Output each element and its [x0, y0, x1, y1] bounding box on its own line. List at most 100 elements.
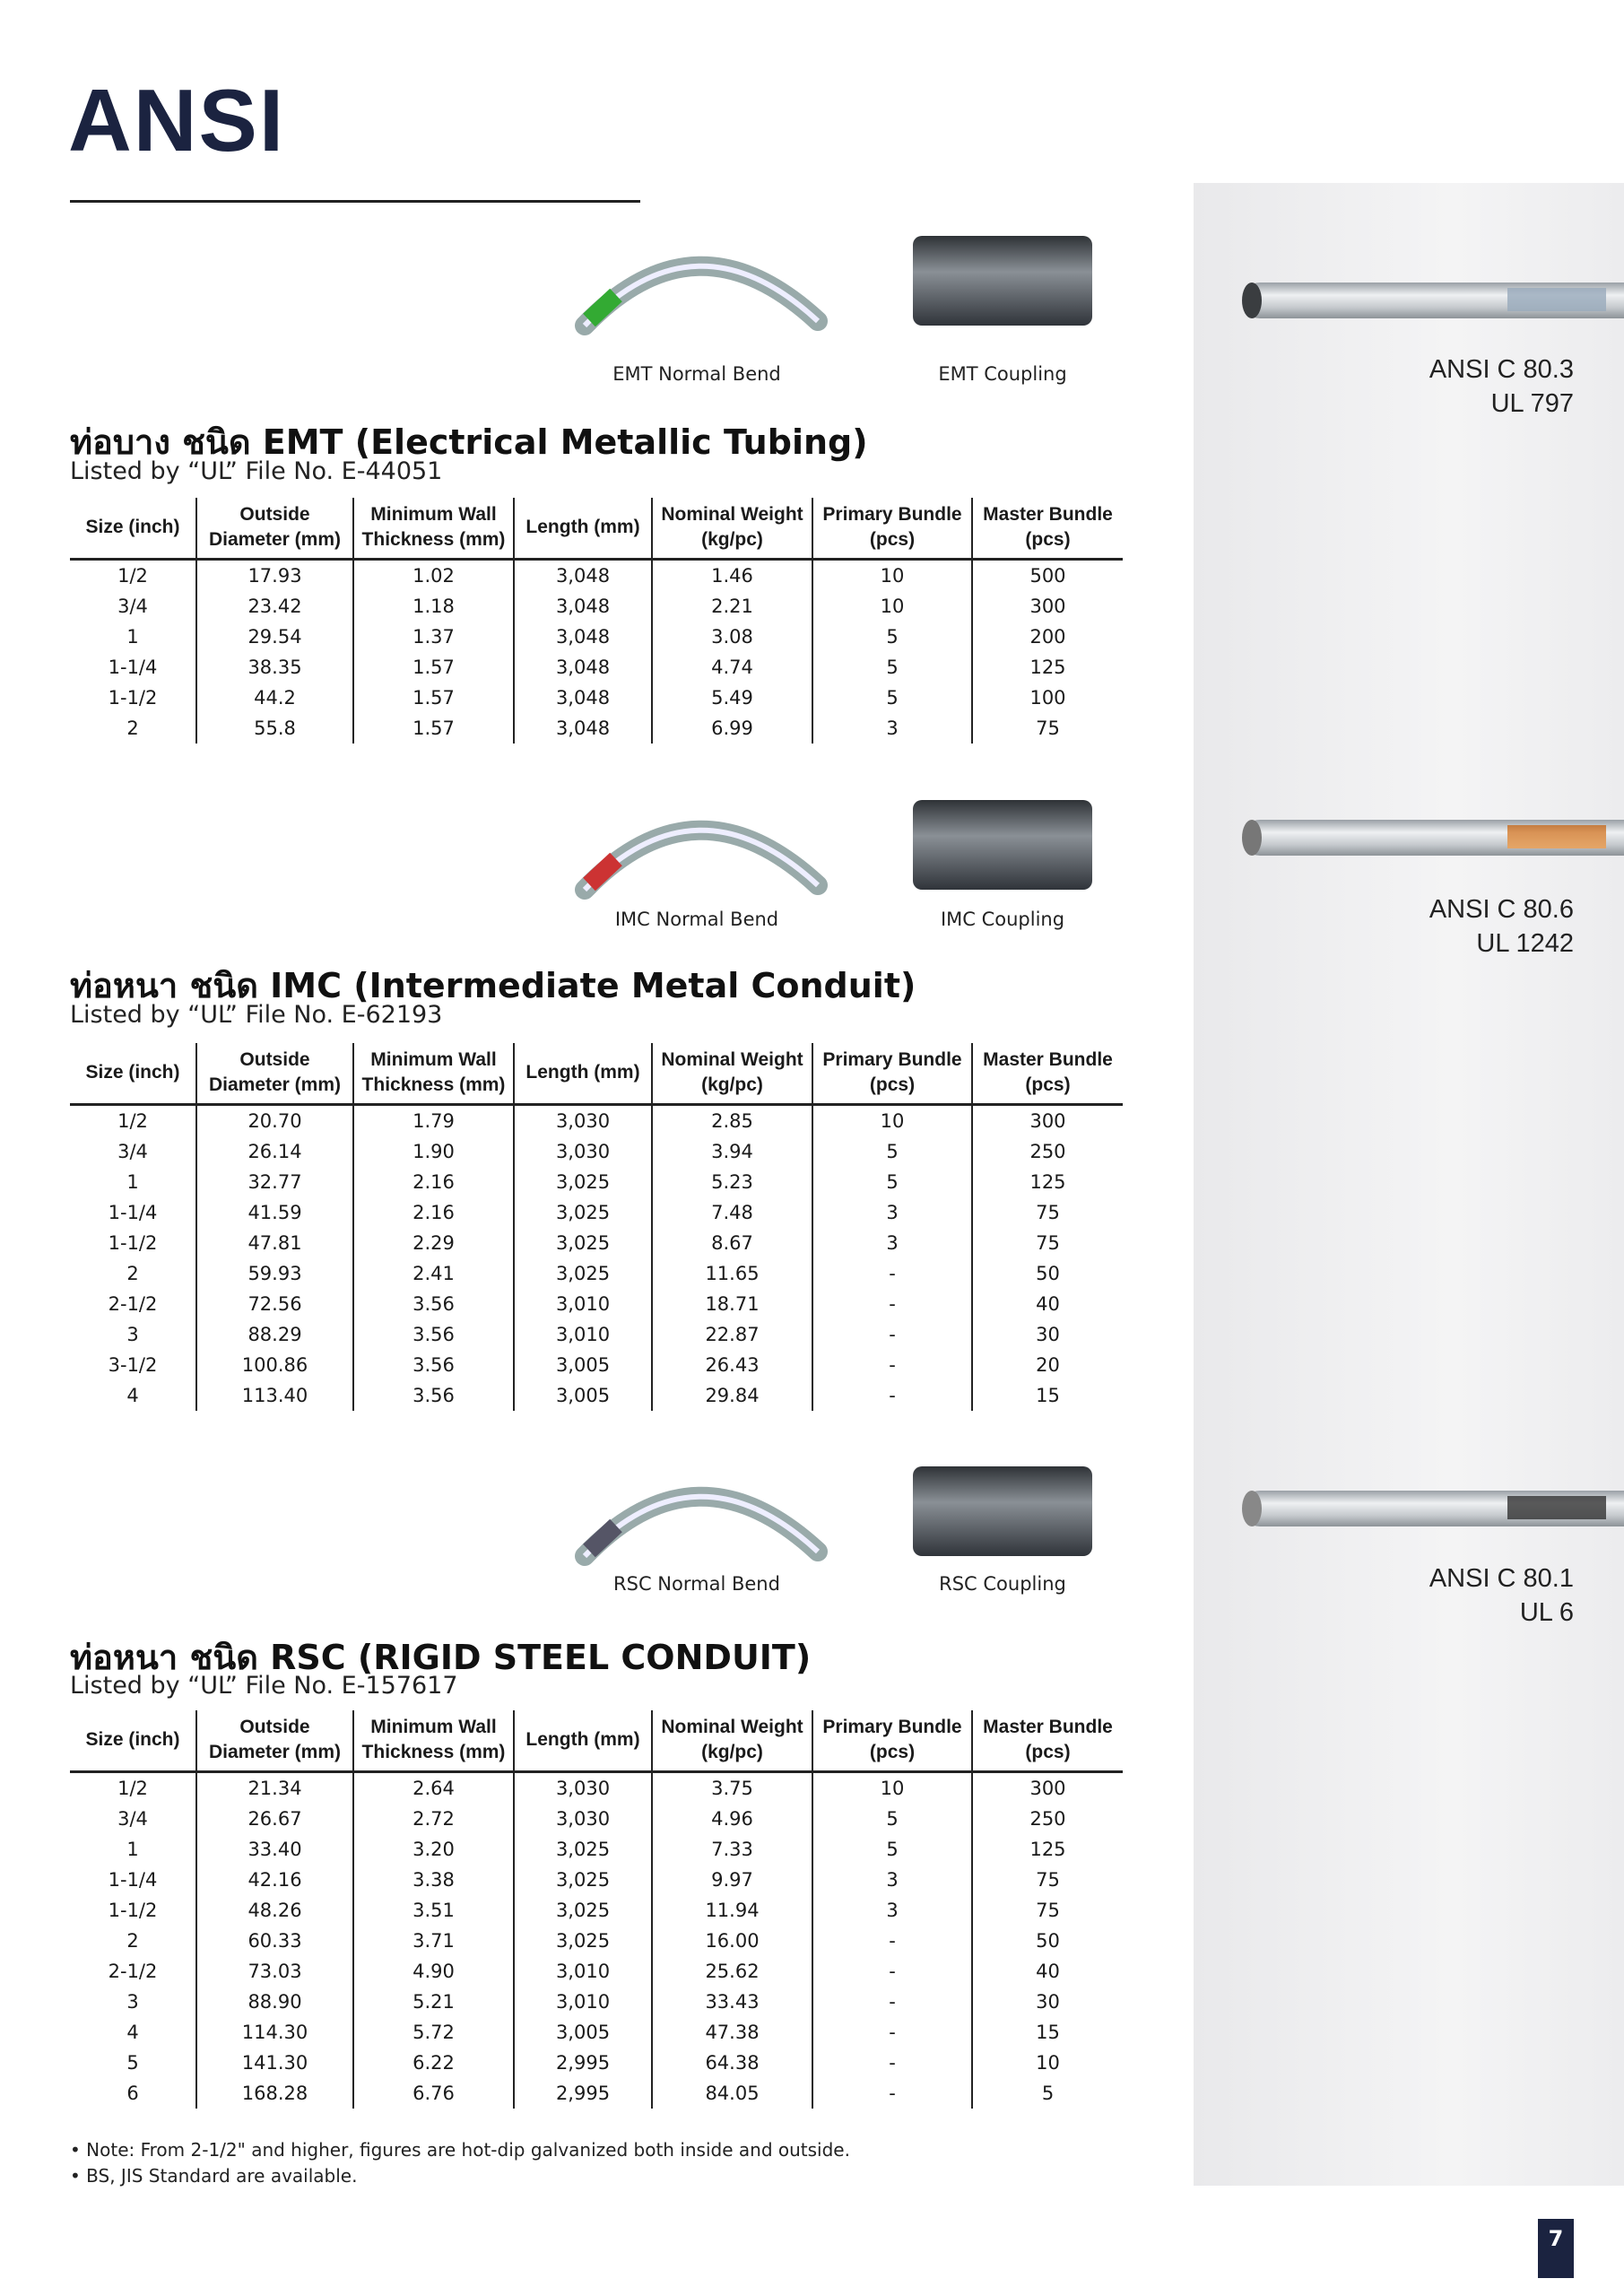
ul-listing: Listed by “UL” File No. E-44051: [70, 457, 443, 485]
table-cell: 10: [812, 1104, 972, 1136]
table-cell: 2-1/2: [108, 1960, 158, 1982]
table-cell: 29.84: [651, 1379, 812, 1411]
table-cell: 1.57: [352, 712, 514, 744]
imc-pipe-image: [1242, 820, 1624, 856]
table-cell: -: [812, 1955, 972, 1987]
table-cell: 4.90: [352, 1955, 514, 1987]
table-cell: 3,010: [513, 1318, 652, 1350]
table-row: 1/2 17.93 1.02 3,048 1.46 10 500: [70, 559, 1123, 591]
table-cell: 7.33: [651, 1833, 812, 1865]
table-cell: 1-1/2: [108, 1899, 158, 1921]
table-cell: 30: [971, 1318, 1123, 1350]
table-cell: 33.43: [651, 1986, 812, 2017]
table-cell: 10: [812, 559, 972, 591]
table-cell: 3,025: [513, 1196, 652, 1228]
table-cell: 3.20: [352, 1833, 514, 1865]
column-header: Minimum Wall Thickness (mm): [352, 1043, 514, 1106]
table-cell: 3,030: [513, 1135, 652, 1167]
table-cell: 38.35: [195, 651, 353, 683]
table-cell: 29.54: [195, 621, 353, 652]
table-cell: 11.94: [651, 1894, 812, 1926]
table-cell: 48.26: [195, 1894, 353, 1926]
table-cell: 2.64: [352, 1771, 514, 1804]
table-cell: 47.81: [195, 1227, 353, 1258]
column-header: Outside Diameter (mm): [195, 498, 353, 561]
column-header: Outside Diameter (mm): [195, 1710, 353, 1773]
table-cell: 2.85: [651, 1104, 812, 1136]
table-cell: 55.8: [195, 712, 353, 744]
table-cell: 5: [812, 1135, 972, 1167]
table-cell: -: [812, 2047, 972, 2078]
table-cell: 3.56: [352, 1349, 514, 1380]
table-cell: 3.56: [352, 1288, 514, 1319]
table-cell: 25.62: [651, 1955, 812, 1987]
table-cell: 3,048: [513, 682, 652, 713]
table-cell: 3,030: [513, 1803, 652, 1834]
column-header: Primary Bundle (pcs): [812, 1043, 972, 1106]
column-header: Master Bundle (pcs): [971, 1043, 1123, 1106]
column-header: Length (mm): [513, 1710, 652, 1773]
coupling-image: [913, 800, 1092, 890]
table-row: 3/4 26.67 2.72 3,030 4.96 5 250: [70, 1803, 1123, 1834]
table-cell: 42.16: [195, 1864, 353, 1895]
table-cell: 41.59: [195, 1196, 353, 1228]
table-cell: 500: [971, 559, 1123, 591]
table-cell: 2,995: [513, 2077, 652, 2109]
table-cell: -: [812, 1925, 972, 1956]
table-cell: 40: [971, 1955, 1123, 1987]
column-header: Size (inch): [70, 1710, 196, 1773]
coupling-image: [913, 1466, 1092, 1556]
table-cell: 300: [971, 590, 1123, 622]
table-cell: 3.71: [352, 1925, 514, 1956]
table-cell: 1-1/4: [108, 656, 158, 678]
table-row: 3 88.90 5.21 3,010 33.43-30: [70, 1986, 1123, 2017]
table-cell: 5: [812, 1833, 972, 1865]
table-cell: 1.90: [352, 1135, 514, 1167]
column-header: Outside Diameter (mm): [195, 1043, 353, 1106]
rsc-pipe-image: [1242, 1491, 1624, 1526]
table-cell: 2.16: [352, 1166, 514, 1197]
table-cell: 3,048: [513, 621, 652, 652]
bend-caption: IMC Normal Bend: [614, 909, 779, 930]
table-cell: 5: [971, 2077, 1123, 2109]
table-cell: 1: [126, 1170, 139, 1193]
ul-listing: Listed by “UL” File No. E-157617: [70, 1672, 458, 1700]
table-cell: 250: [971, 1803, 1123, 1834]
table-cell: 5: [812, 621, 972, 652]
table-cell: 20: [971, 1349, 1123, 1380]
table-row: 1-1/4 41.59 2.16 3,025 7.48 3 75: [70, 1196, 1123, 1228]
table-cell: 2-1/2: [108, 1292, 158, 1315]
table-cell: 75: [971, 1196, 1123, 1228]
column-header: Master Bundle (pcs): [971, 498, 1123, 561]
table-cell: 15: [971, 1379, 1123, 1411]
table-cell: 5: [126, 2051, 139, 2074]
table-cell: 5.49: [651, 682, 812, 713]
table-cell: 1: [126, 1838, 139, 1860]
table-cell: 75: [971, 1864, 1123, 1895]
table-cell: 3: [812, 1894, 972, 1926]
table-cell: 75: [971, 1894, 1123, 1926]
table-row: 2-1/2 72.56 3.56 3,010 18.71-40: [70, 1288, 1123, 1319]
table-row: 2 60.33 3.71 3,025 16.00-50: [70, 1925, 1123, 1956]
table-cell: 26.43: [651, 1349, 812, 1380]
table-cell: 141.30: [195, 2047, 353, 2078]
table-row: 3/4 23.42 1.18 3,048 2.21 10 300: [70, 590, 1123, 622]
spec-table: Size (inch) Outside Diameter (mm) Minimum …: [70, 498, 1123, 744]
table-row: 1-1/2 44.2 1.57 3,048 5.49 5 100: [70, 682, 1123, 713]
table-cell: 6.22: [352, 2047, 514, 2078]
table-cell: 5: [812, 682, 972, 713]
column-header: Length (mm): [513, 498, 652, 561]
table-row: 1-1/4 38.35 1.57 3,048 4.74 5 125: [70, 651, 1123, 683]
table-cell: 84.05: [651, 2077, 812, 2109]
table-cell: 114.30: [195, 2016, 353, 2048]
table-cell: 4.96: [651, 1803, 812, 1834]
table-cell: 3.38: [352, 1864, 514, 1895]
table-cell: 5.23: [651, 1166, 812, 1197]
section-heading: ท่อบาง ชนิด EMT (Electrical Metallic Tub…: [70, 422, 868, 462]
table-cell: 1.79: [352, 1104, 514, 1136]
table-cell: 9.97: [651, 1864, 812, 1895]
table-row: 4 113.40 3.56 3,005 29.84-15: [70, 1379, 1123, 1411]
table-cell: 59.93: [195, 1257, 353, 1289]
table-cell: 3,025: [513, 1925, 652, 1956]
table-cell: 1-1/2: [108, 1231, 158, 1254]
